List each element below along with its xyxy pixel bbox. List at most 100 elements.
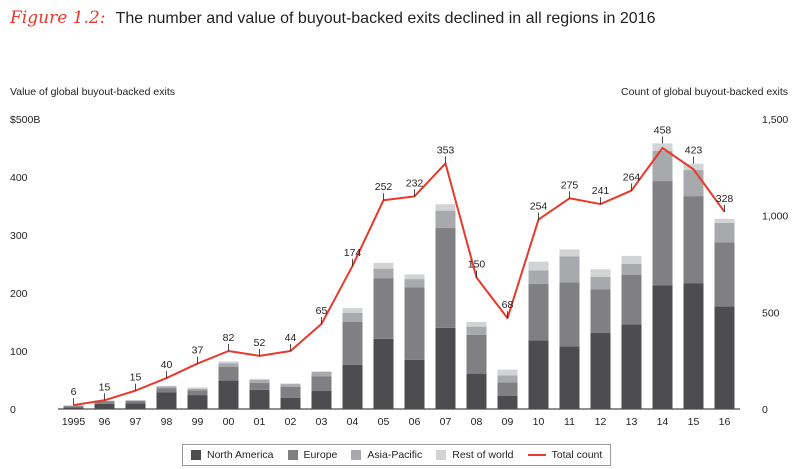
x-tick-label: 03: [316, 416, 328, 428]
bar-segment-asia-pacific: [373, 268, 394, 279]
bar-segment-asia-pacific: [497, 375, 518, 383]
legend-item: Asia-Pacific: [351, 449, 422, 461]
legend-item: North America: [191, 449, 274, 461]
bar-segment-north-america: [528, 340, 549, 409]
data-label: 458: [654, 124, 672, 136]
bar-segment-europe: [249, 382, 270, 390]
bar-segment-rest-of-world: [435, 204, 456, 211]
bar-segment-europe: [497, 382, 518, 396]
figure-title-text: The number and value of buyout-backed ex…: [115, 10, 656, 27]
bar-segment-north-america: [156, 392, 177, 409]
right-tick-label: 1,000: [762, 211, 788, 223]
x-tick-label: 13: [626, 416, 638, 428]
bar-segment-europe: [590, 289, 611, 334]
data-label: 254: [530, 201, 548, 213]
bar-segment-europe: [373, 278, 394, 339]
bar-segment-north-america: [497, 395, 518, 409]
bar-segment-asia-pacific: [125, 400, 146, 401]
legend-swatch: [351, 450, 362, 460]
legend-swatch: [287, 450, 298, 460]
figure-label: Figure 1.2:: [10, 8, 106, 28]
legend-label: North America: [207, 449, 274, 461]
bar-segment-europe: [311, 376, 332, 392]
left-tick-label: 0: [10, 404, 16, 416]
data-label: 52: [254, 337, 266, 349]
bar-segment-europe: [559, 282, 580, 347]
bar-segment-north-america: [342, 364, 363, 409]
x-tick-label: 11: [564, 416, 575, 428]
x-tick-label: 05: [378, 416, 390, 428]
data-label: 328: [716, 193, 734, 205]
bar-segment-rest-of-world: [311, 371, 332, 372]
bar-segment-rest-of-world: [342, 308, 363, 313]
figure-title: Figure 1.2: The number and value of buyo…: [10, 8, 655, 28]
bar-segment-asia-pacific: [280, 384, 301, 387]
bar-segment-asia-pacific: [249, 380, 270, 383]
x-tick-label: 07: [440, 416, 452, 428]
bar-segment-asia-pacific: [683, 170, 704, 197]
data-label: 15: [99, 381, 111, 393]
legend-label: Asia-Pacific: [367, 449, 423, 461]
bar-segment-rest-of-world: [373, 262, 394, 269]
legend-item: Total count: [527, 449, 602, 461]
left-tick-label: 100: [10, 346, 28, 358]
bar-segment-north-america: [280, 397, 301, 409]
x-tick-label: 06: [409, 416, 421, 428]
bar-segment-asia-pacific: [156, 386, 177, 389]
bar-segment-north-america: [249, 389, 270, 409]
bar-segment-asia-pacific: [590, 276, 611, 290]
bar-segment-europe: [466, 334, 487, 374]
data-label: 241: [592, 185, 610, 197]
bar-segment-rest-of-world: [714, 218, 735, 223]
bar-segment-asia-pacific: [466, 326, 487, 335]
bar-segment-europe: [63, 406, 84, 408]
bar-segment-north-america: [311, 391, 332, 409]
x-tick-label: 08: [471, 416, 483, 428]
total-count-line: [73, 147, 726, 407]
x-tick-label: 01: [254, 416, 266, 428]
bar-segment-north-america: [187, 395, 208, 409]
bar-segment-north-america: [94, 403, 115, 409]
left-tick-label: 300: [10, 230, 28, 242]
x-tick-label: 16: [719, 416, 731, 428]
bar-segment-europe: [218, 366, 239, 381]
bar-segment-europe: [528, 283, 549, 341]
bar-segment-north-america: [373, 338, 394, 409]
x-tick-label: 12: [595, 416, 607, 428]
bar-segment-europe: [280, 386, 301, 398]
data-label: 40: [161, 359, 173, 371]
bar-segment-north-america: [404, 359, 425, 409]
data-label: 353: [437, 144, 455, 156]
bar-segment-rest-of-world: [249, 378, 270, 380]
right-tick-label: 1,500: [762, 114, 788, 126]
legend-item: Rest of world: [436, 449, 514, 461]
bar-segment-rest-of-world: [404, 274, 425, 280]
bar-segment-north-america: [125, 403, 146, 409]
data-label: 65: [316, 305, 328, 317]
bar-segment-europe: [683, 196, 704, 284]
bar-segment-europe: [652, 181, 673, 286]
data-label: 275: [561, 179, 579, 191]
data-label: 264: [623, 172, 641, 184]
x-tick-label: 09: [502, 416, 514, 428]
bar-segment-rest-of-world: [156, 385, 177, 387]
legend-label: Europe: [303, 449, 338, 461]
chart-legend: North America Europe Asia-Pacific Rest of w…: [182, 444, 612, 466]
bar-segment-north-america: [590, 333, 611, 409]
bar-segment-rest-of-world: [280, 383, 301, 385]
x-tick-label: 04: [347, 416, 359, 428]
data-label: 82: [223, 332, 235, 344]
bar-segment-north-america: [621, 324, 642, 409]
bar-segment-rest-of-world: [559, 249, 580, 257]
left-tick-label: $500B: [10, 114, 40, 126]
data-label: 423: [685, 145, 703, 157]
bar-segment-north-america: [683, 283, 704, 409]
data-label: 174: [344, 247, 362, 259]
bar-segment-asia-pacific: [218, 363, 239, 367]
data-label: 68: [502, 299, 514, 311]
bar-segment-north-america: [652, 285, 673, 409]
bar-segment-rest-of-world: [590, 269, 611, 277]
right-tick-label: 0: [762, 404, 768, 416]
data-label: 150: [468, 259, 486, 271]
bar-segment-europe: [621, 275, 642, 325]
